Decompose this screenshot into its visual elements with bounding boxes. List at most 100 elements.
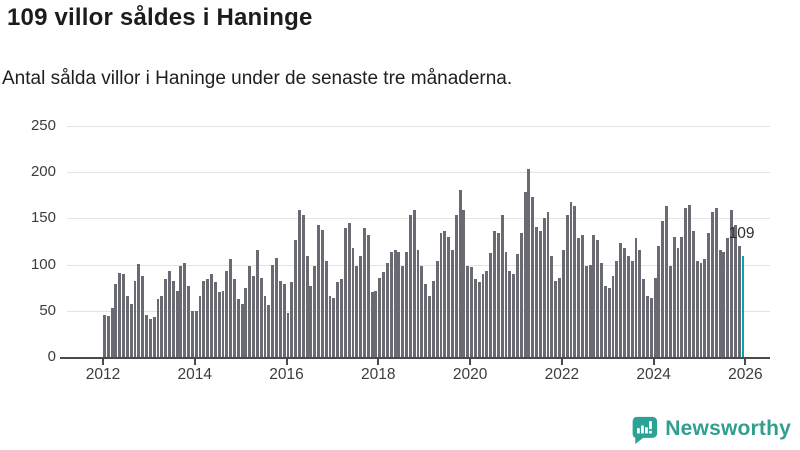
bar: [588, 264, 592, 357]
x-axis-tick: [652, 358, 655, 365]
bar: [309, 285, 313, 357]
bar: [420, 266, 424, 357]
x-axis-tick-label: 2012: [85, 366, 121, 383]
bar: [504, 251, 508, 357]
bar: [558, 277, 561, 357]
bar: [737, 246, 741, 357]
bar: [431, 281, 435, 357]
bar: [118, 272, 122, 357]
bar: [393, 249, 397, 357]
bar: [447, 236, 451, 357]
bar: [443, 231, 447, 357]
bar: [175, 290, 179, 357]
bar: [259, 277, 263, 357]
bar: [569, 201, 573, 357]
bar: [416, 249, 420, 357]
bar: [470, 267, 473, 357]
bar: [366, 235, 370, 357]
bar: [194, 310, 198, 357]
x-axis-tick-label: 2024: [636, 366, 671, 383]
bar: [290, 282, 294, 357]
bar: [317, 224, 321, 357]
bar: [672, 236, 676, 357]
x-axis-tick: [469, 358, 472, 365]
bar: [198, 296, 202, 357]
bar: [328, 296, 332, 357]
y-axis-tick-label: 150: [30, 209, 56, 227]
bar: [508, 271, 512, 357]
bar: [733, 224, 737, 357]
bar: [305, 256, 309, 357]
bar: [252, 275, 256, 357]
x-axis-tick: [560, 358, 563, 365]
bar: [106, 316, 110, 357]
bar: [278, 281, 282, 357]
bar: [141, 275, 145, 357]
bar: [477, 282, 481, 357]
bar: [462, 210, 466, 357]
highlighted-value-label: 109: [728, 225, 755, 243]
bar: [340, 279, 343, 357]
x-axis-tick-label: 2014: [177, 366, 213, 383]
bar: [363, 227, 366, 357]
bar: [649, 297, 653, 357]
bar: [405, 251, 408, 357]
bar: [301, 214, 305, 357]
gridline: [67, 172, 770, 174]
bar: [710, 211, 714, 357]
bar: [668, 266, 672, 357]
chart-subtitle: Antal sålda villor i Haninge under de se…: [2, 68, 513, 89]
bar: [573, 206, 577, 357]
bar: [703, 259, 707, 357]
bar: [378, 277, 382, 357]
bar: [699, 262, 703, 357]
bar: [206, 279, 210, 357]
bar: [580, 235, 584, 357]
bar: [324, 260, 328, 357]
bar: [596, 239, 600, 357]
bar: [370, 292, 374, 357]
bar: [122, 273, 125, 357]
bar: [435, 260, 439, 357]
bar-chart: 0 50 100 150 200 250 2012 2014 2016 2018 2020 2022…: [30, 117, 770, 383]
bar: [714, 208, 718, 357]
x-axis-line: [60, 356, 770, 359]
bar: [179, 266, 183, 357]
gridline: [67, 218, 770, 220]
bar: [473, 279, 477, 357]
bar: [320, 229, 324, 357]
bar: [665, 206, 668, 357]
bar: [374, 290, 378, 357]
bar: [385, 262, 389, 357]
bar: [730, 210, 733, 357]
bar: [129, 304, 133, 357]
bar: [240, 304, 244, 357]
bar: [519, 233, 523, 357]
bar: [145, 315, 148, 357]
bar: [515, 254, 519, 357]
bar: [707, 233, 711, 357]
y-axis-tick-label: 250: [30, 117, 56, 134]
bar: [275, 258, 278, 357]
bar: [500, 214, 504, 357]
bar: [695, 260, 699, 357]
bar: [653, 277, 657, 357]
bar: [133, 281, 137, 357]
bar: [428, 296, 431, 357]
bar: [523, 191, 527, 357]
bar: [623, 248, 626, 357]
page-title: 109 villor såldes i Haninge: [7, 4, 313, 31]
bar: [561, 249, 565, 357]
bar: [485, 271, 489, 357]
bar: [217, 292, 221, 357]
bar: [336, 282, 340, 357]
bar: [542, 218, 546, 357]
bar: [726, 237, 730, 357]
bar: [248, 266, 252, 357]
x-axis-tick: [285, 358, 288, 365]
bar: [450, 249, 454, 357]
bar: [626, 256, 630, 357]
bar: [527, 168, 531, 357]
newsworthy-speech-bubble-bar-chart-icon: [632, 416, 658, 444]
bar: [680, 236, 684, 357]
